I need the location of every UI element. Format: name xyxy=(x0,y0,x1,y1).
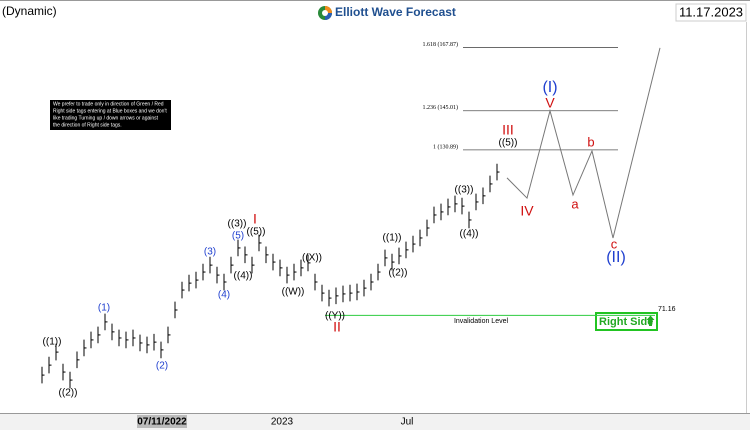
wave-label: ((X)) xyxy=(302,253,322,264)
fib-label: 1 (130.89) xyxy=(433,143,458,150)
wave-label: (I) xyxy=(542,79,557,96)
date-box xyxy=(675,3,747,22)
fib-label: 1.618 (167.87) xyxy=(423,41,459,48)
wave-label: a xyxy=(571,196,579,211)
note: We prefer to trade only in direction of … xyxy=(53,101,167,128)
x-tick-label: 07/11/2022 xyxy=(137,417,187,428)
right-side-box xyxy=(595,312,658,331)
date: 11.17.2023 xyxy=(679,4,743,19)
wave-label: ((4)) xyxy=(234,271,253,282)
right-side-label: Right Side xyxy=(599,316,653,328)
brand: Elliott Wave Forecast xyxy=(335,5,456,19)
x-axis-band xyxy=(0,413,750,430)
wave-label: ((1)) xyxy=(383,233,402,244)
wave-label: b xyxy=(587,134,594,149)
x-tick-label: 2023 xyxy=(271,417,294,428)
wave-label: ((3)) xyxy=(228,219,247,230)
wave-label: (2) xyxy=(156,361,168,372)
note-line: We prefer to trade only in direction of … xyxy=(53,101,164,107)
invalidation-value: 71.16 xyxy=(658,306,676,313)
wave-label: (II) xyxy=(606,249,626,266)
logo xyxy=(318,6,332,20)
note-line: the direction of Right side tags. xyxy=(53,122,122,128)
wave-label: (5) xyxy=(232,231,244,242)
wave-label: V xyxy=(545,95,555,111)
wave-label: IV xyxy=(520,203,534,219)
wave-label: ((2)) xyxy=(389,268,408,279)
note-line: Right side tags entering at Blue boxes a… xyxy=(53,108,167,114)
wave-label: ((4)) xyxy=(460,229,479,240)
note-box xyxy=(50,100,171,130)
wave-label: III xyxy=(502,122,514,138)
wave-label: (4) xyxy=(218,290,230,301)
wave-label: ((3)) xyxy=(455,185,474,196)
wave-label: c xyxy=(611,236,618,251)
wave-label: ((W)) xyxy=(282,287,305,298)
wave-label: ((5)) xyxy=(247,227,266,238)
chart-mode: (Dynamic) xyxy=(2,4,57,18)
note-line: like trading Turning up / down arrows or… xyxy=(53,115,159,121)
projection-path xyxy=(506,47,661,239)
invalidation-label: Invalidation Level xyxy=(454,318,509,325)
wave-label: II xyxy=(333,319,341,335)
wave-label: (3) xyxy=(204,247,216,258)
wave-label: ((2)) xyxy=(59,388,78,399)
wave-label: ((5)) xyxy=(499,138,518,149)
wave-label: ((1)) xyxy=(43,337,62,348)
wave-label: I xyxy=(253,211,257,227)
x-tick-label: Jul xyxy=(401,417,414,428)
wave-label: (1) xyxy=(98,303,110,314)
wave-label: ((Y)) xyxy=(325,311,345,322)
up-arrow-icon xyxy=(646,315,655,326)
x-label-highlight xyxy=(137,415,187,428)
fib-label: 1.236 (145.01) xyxy=(423,104,459,111)
